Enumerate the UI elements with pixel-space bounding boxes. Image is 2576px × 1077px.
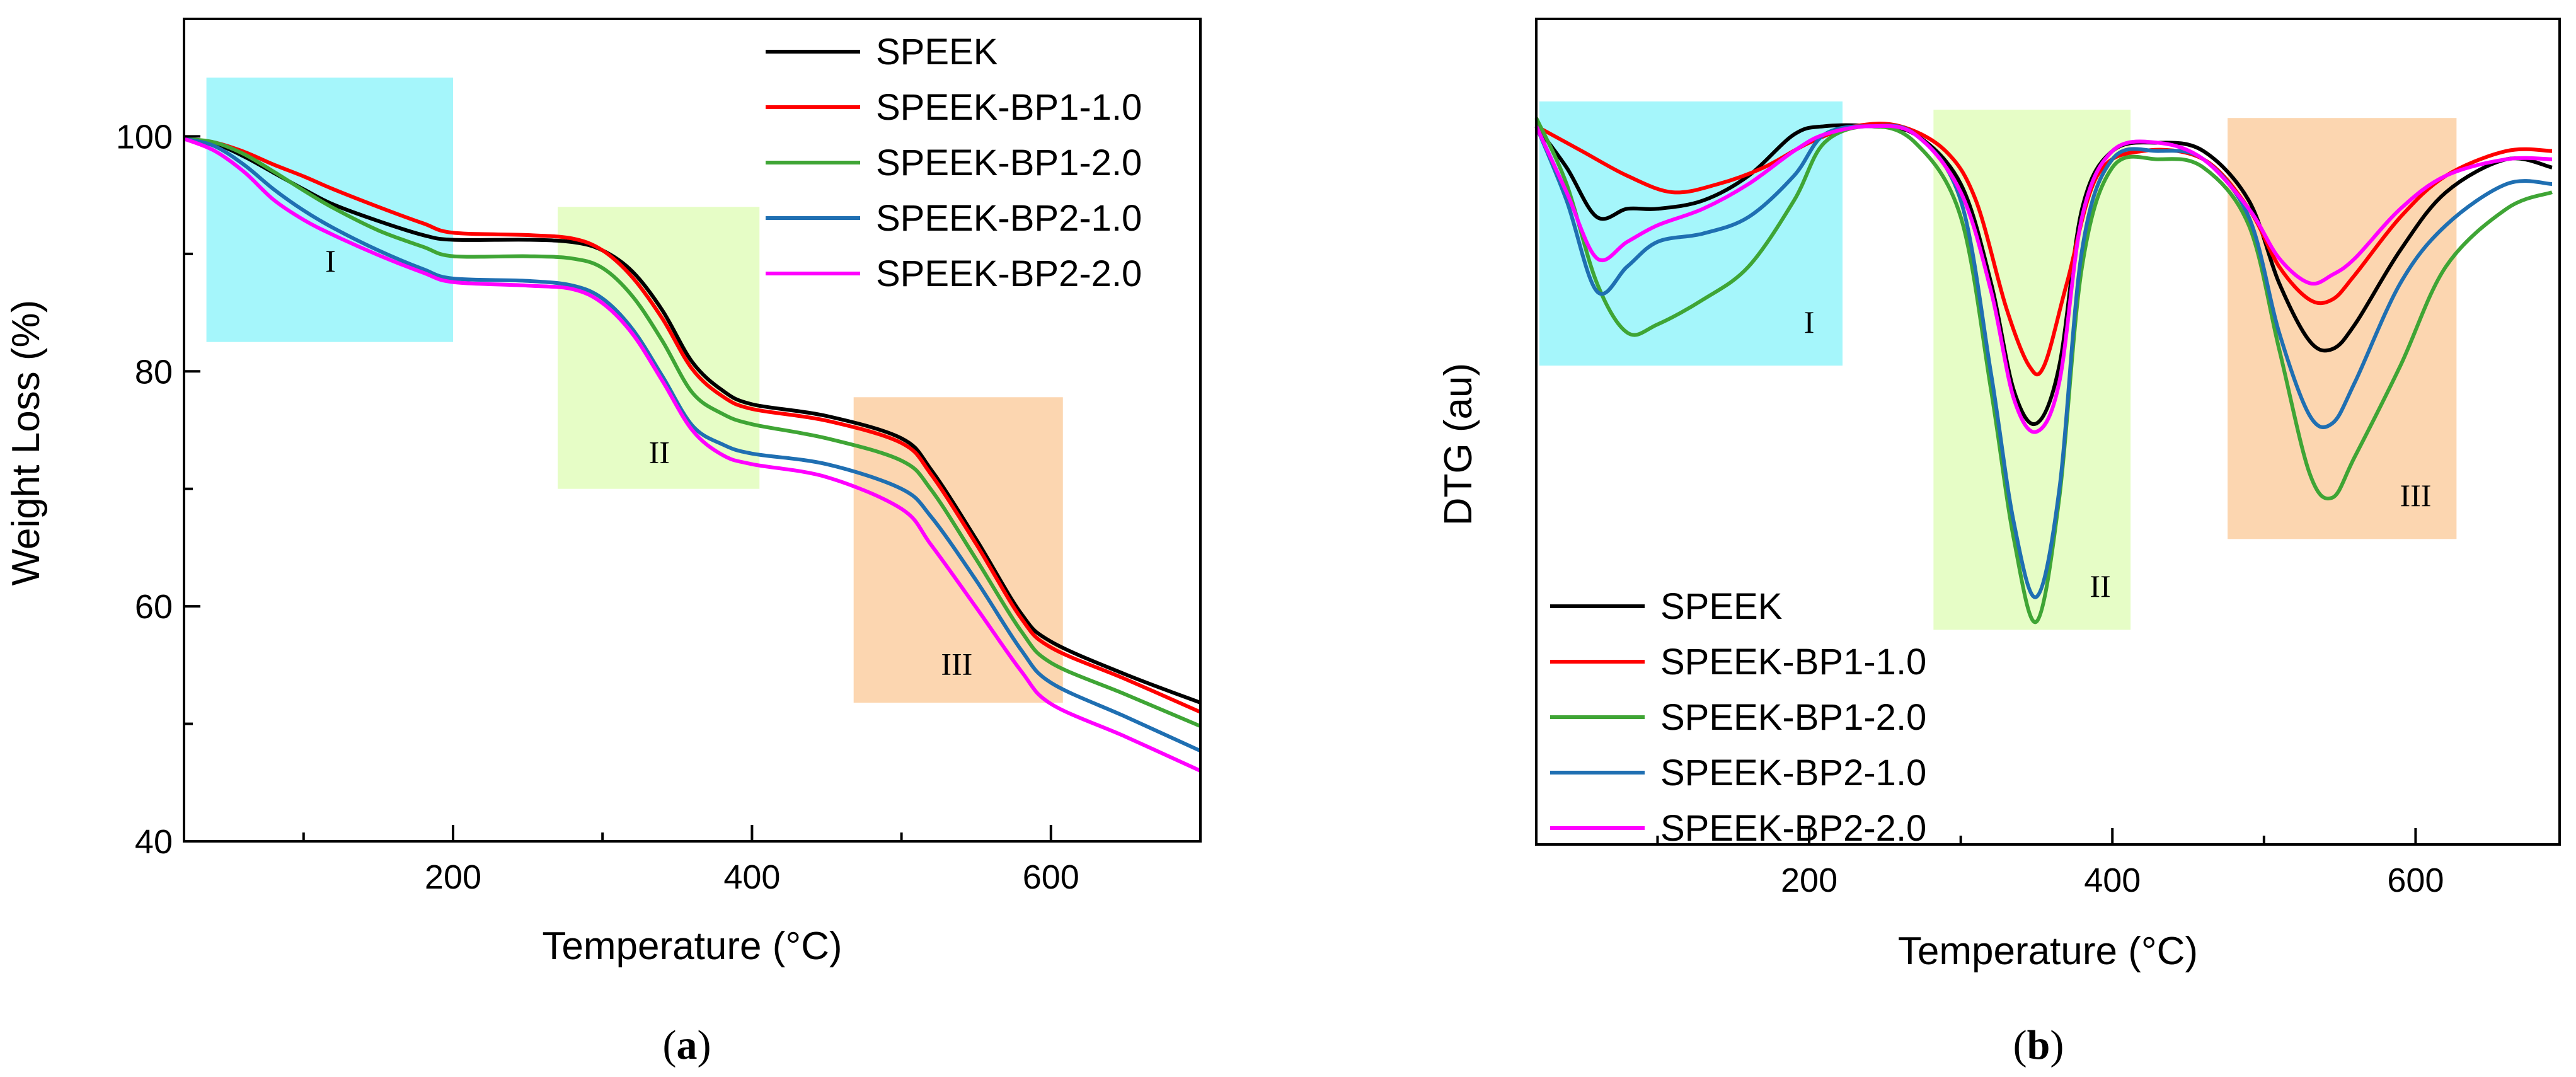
x-tick-label: 400 (2084, 861, 2141, 899)
caption-open-paren: ( (663, 1022, 677, 1068)
legend-label: SPEEK-BP2-1.0 (1660, 752, 1926, 793)
x-tick-label: 400 (723, 858, 780, 896)
x-axis-label: Temperature (°C) (542, 924, 842, 968)
series-line-1 (183, 137, 1202, 714)
y-axis-label: Weight Loss (%) (4, 300, 48, 586)
x-tick-label: 600 (2387, 861, 2444, 899)
caption-open-paren: ( (2013, 1022, 2027, 1068)
legend-label: SPEEK (1660, 586, 1783, 627)
series-line-3 (183, 137, 1202, 753)
region-iii-box (2228, 118, 2457, 539)
region-ii-box (558, 207, 760, 489)
caption-letter: a (677, 1022, 698, 1068)
panel-caption: (a) (663, 1022, 711, 1068)
x-tick-label: 600 (1023, 858, 1079, 896)
legend-label: SPEEK-BP2-2.0 (1660, 808, 1926, 849)
x-tick-label: 200 (425, 858, 481, 896)
series-line-2 (1534, 117, 2553, 625)
plot-frame (1535, 18, 2561, 846)
legend-label: SPEEK-BP2-1.0 (876, 198, 1142, 239)
series-line-0 (183, 137, 1202, 705)
caption-close-paren: ) (2050, 1022, 2064, 1068)
panel-caption: (b) (2013, 1022, 2064, 1068)
legend-label: SPEEK-BP1-1.0 (876, 87, 1142, 128)
y-axis-label: DTG (au) (1437, 363, 1480, 526)
caption-close-paren: ) (698, 1022, 711, 1068)
y-tick-label: 80 (135, 353, 173, 391)
region-i-box (1539, 101, 1843, 366)
region-ii-label: II (2090, 568, 2110, 604)
region-i-box (206, 78, 453, 342)
region-iii-label: III (941, 646, 972, 681)
y-tick-label: 60 (135, 588, 173, 626)
series-line-4 (183, 137, 1202, 773)
region-iii-box (853, 397, 1063, 703)
region-i-label: I (325, 243, 336, 279)
region-i-label: I (1804, 304, 1815, 340)
region-iii-label: III (2400, 478, 2431, 513)
caption-letter: b (2027, 1022, 2050, 1068)
series-line-1 (1535, 122, 2553, 377)
region-ii-label: II (649, 435, 670, 470)
legend-label: SPEEK-BP1-1.0 (1660, 642, 1926, 682)
panel-a: 200 400 600 40 60 80 100 Temperature (°C) Weight… (4, 18, 1202, 1068)
y-tick-label: 100 (116, 118, 173, 156)
series-line-2 (183, 137, 1202, 729)
series-line-3 (1534, 124, 2553, 599)
x-tick-label: 200 (1781, 861, 1837, 899)
series-line-0 (1534, 123, 2553, 426)
y-tick-label: 40 (135, 823, 173, 861)
legend-label: SPEEK-BP1-2.0 (1660, 697, 1926, 738)
legend-label: SPEEK-BP1-2.0 (876, 142, 1142, 183)
plot-frame (183, 18, 1202, 843)
series-line-4 (1534, 124, 2553, 434)
x-axis-label: Temperature (°C) (1898, 930, 2198, 973)
legend-label: SPEEK (876, 32, 998, 72)
legend-label: SPEEK-BP2-2.0 (876, 253, 1142, 294)
